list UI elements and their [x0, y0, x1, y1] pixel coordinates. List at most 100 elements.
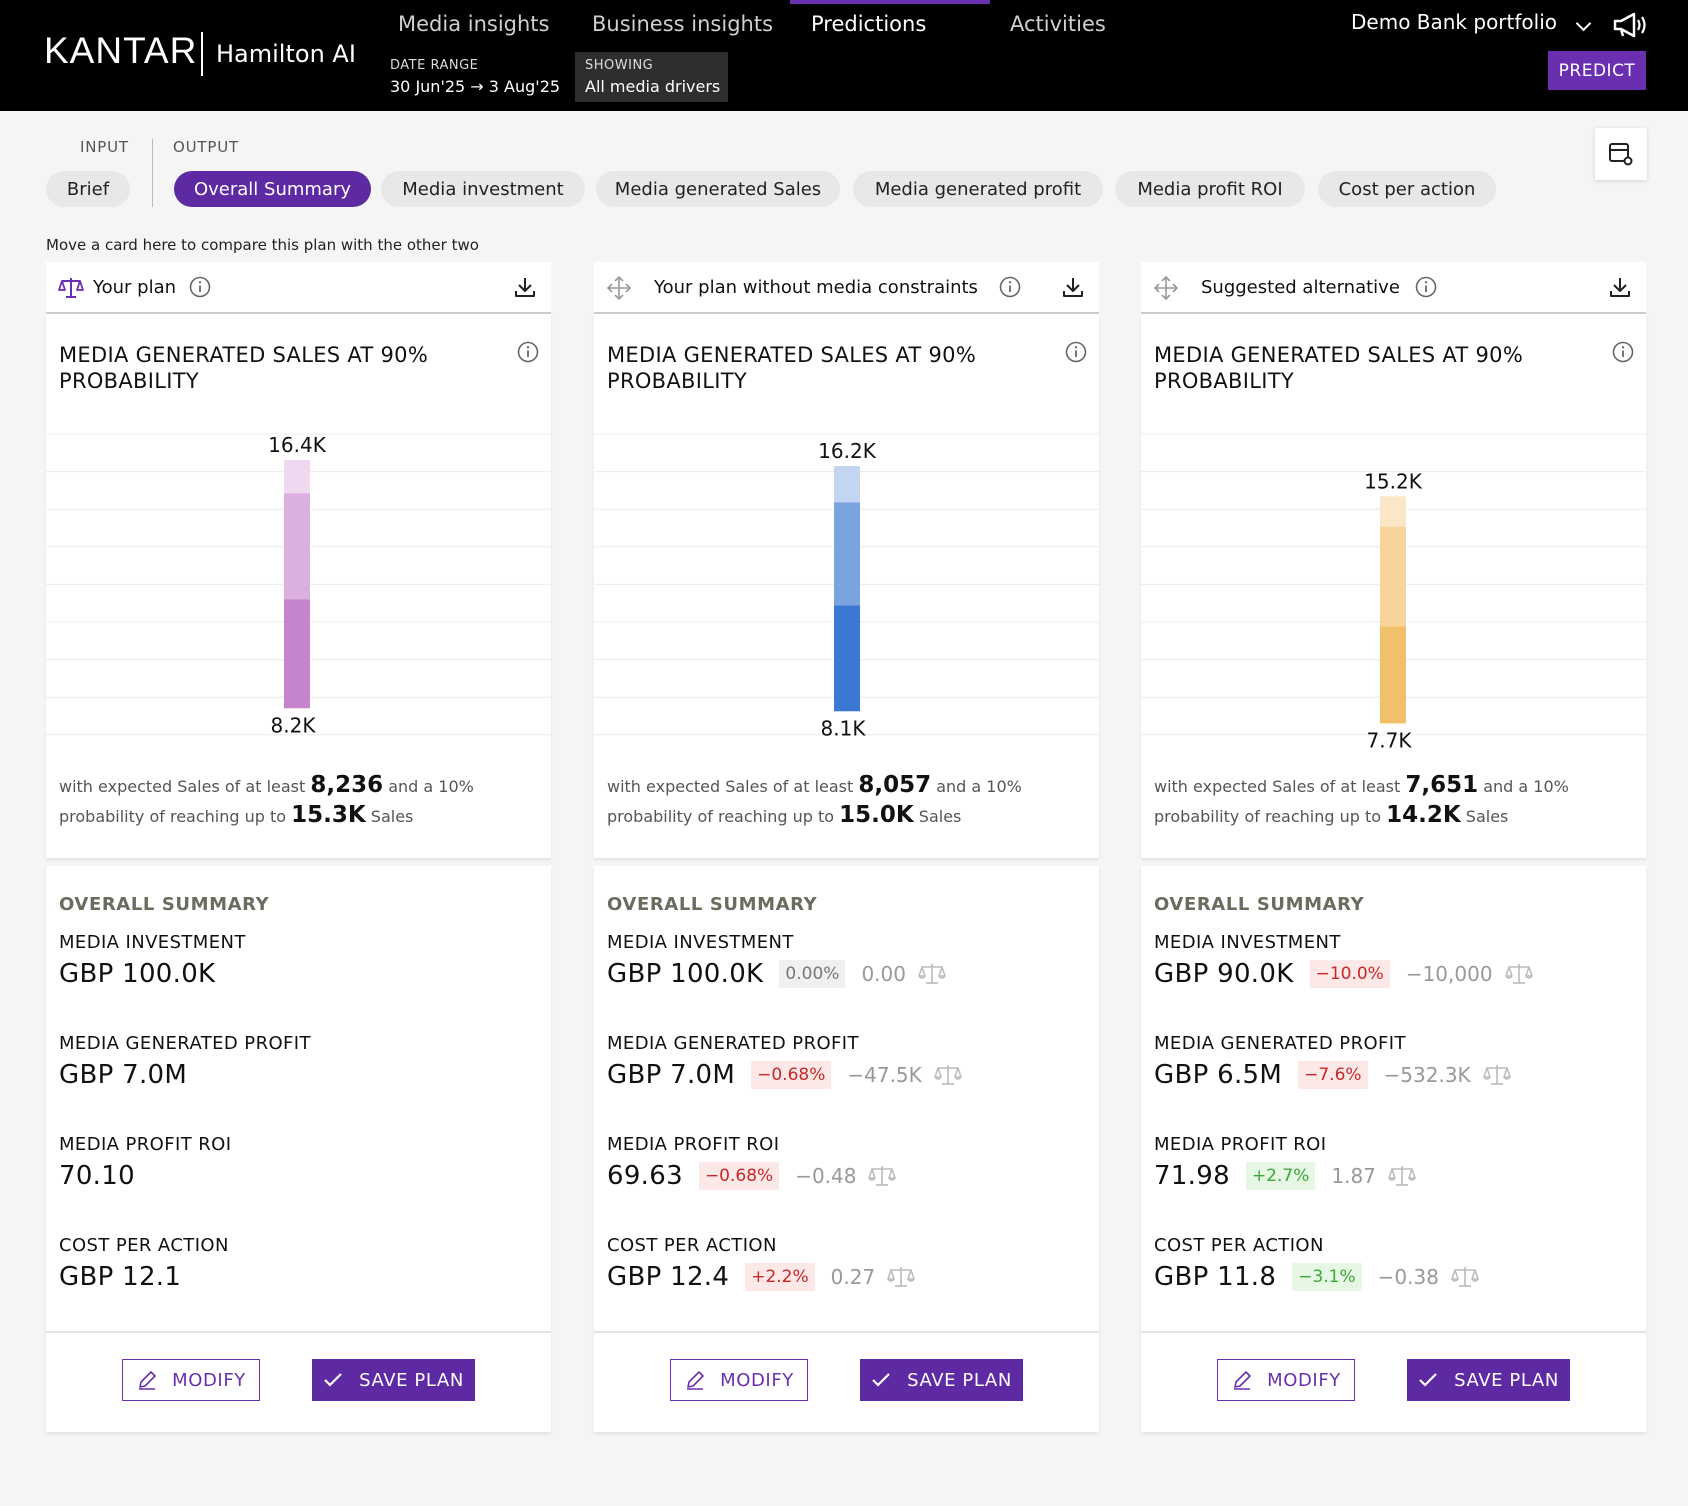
metric-value: 69.63 — [607, 1161, 683, 1191]
tab-media-generated-profit[interactable]: Media generated profit — [853, 171, 1103, 207]
plan-card-header[interactable]: Your plan — [46, 262, 551, 314]
drag-move-icon[interactable] — [1153, 275, 1179, 301]
desc-middle: and a 10% probability of reaching up to — [1154, 777, 1569, 826]
bar-middle-segment — [834, 502, 860, 606]
metric-label: MEDIA PROFIT ROI — [1154, 1134, 1327, 1155]
change-diff: −0.38 — [1377, 1265, 1439, 1289]
change-badge: −0.68% — [698, 1162, 780, 1190]
bar-low-label: 8.1K — [821, 716, 867, 740]
metric-label: MEDIA PROFIT ROI — [607, 1134, 780, 1155]
modify-button[interactable]: MODIFY — [670, 1359, 808, 1401]
nav-media-insights[interactable]: Media insights — [398, 12, 550, 36]
date-range-label: DATE RANGE — [390, 58, 479, 73]
overall-summary-card: OVERALL SUMMARY MEDIA INVESTMENT GBP 100.0… — [594, 866, 1099, 1432]
scale-icon — [918, 964, 946, 984]
sales-description: with expected Sales of at least 7,651 an… — [1154, 771, 1634, 831]
megaphone-icon[interactable] — [1612, 12, 1648, 38]
bar-top-segment — [834, 466, 860, 503]
desc-suffix: Sales — [1460, 807, 1509, 826]
tab-brief[interactable]: Brief — [46, 171, 130, 207]
desc-suffix: Sales — [365, 807, 414, 826]
nav-predictions[interactable]: Predictions — [811, 12, 927, 36]
download-icon[interactable] — [1061, 275, 1085, 299]
desc-min-sales: 7,651 — [1405, 772, 1479, 798]
drag-move-icon[interactable] — [606, 275, 632, 301]
change-badge: +2.2% — [745, 1263, 815, 1291]
metric-label: MEDIA INVESTMENT — [59, 932, 246, 953]
metric-label: MEDIA GENERATED PROFIT — [1154, 1033, 1406, 1054]
metric-value: GBP 6.5M — [1154, 1060, 1283, 1090]
desc-min-sales: 8,236 — [310, 772, 384, 798]
portfolio-selector[interactable]: Demo Bank portfolio — [1351, 10, 1557, 34]
date-range-value[interactable]: 30 Jun'25 → 3 Aug'25 — [390, 77, 561, 96]
save-plan-button[interactable]: SAVE PLAN — [860, 1359, 1023, 1401]
pencil-icon — [1234, 1371, 1251, 1390]
chart-title: MEDIA GENERATED SALES AT 90% PROBABILITY — [1154, 343, 1524, 393]
plan-card-header[interactable]: Suggested alternative — [1141, 262, 1646, 314]
chart-title: MEDIA GENERATED SALES AT 90% PROBABILITY — [59, 343, 429, 393]
chart-info-icon[interactable] — [517, 341, 539, 363]
modify-button[interactable]: MODIFY — [122, 1359, 260, 1401]
save-plan-button[interactable]: SAVE PLAN — [312, 1359, 475, 1401]
save-plan-label: SAVE PLAN — [359, 1369, 464, 1391]
scale-icon — [934, 1065, 962, 1085]
metric-value: 71.98 — [1154, 1161, 1230, 1191]
predict-button[interactable]: PREDICT — [1548, 51, 1646, 90]
metric-value: GBP 12.4 — [607, 1262, 730, 1292]
desc-max-sales: 15.0K — [839, 802, 914, 828]
sales-chart-card: MEDIA GENERATED SALES AT 90% PROBABILITY… — [46, 314, 551, 858]
metric-row: GBP 6.5M −7.6% −532.3K — [1154, 1057, 1511, 1093]
change-badge: −3.1% — [1292, 1263, 1362, 1291]
sales-description: with expected Sales of at least 8,236 an… — [59, 771, 539, 831]
info-icon[interactable] — [999, 276, 1021, 298]
chart-info-icon[interactable] — [1612, 341, 1634, 363]
table-settings-button[interactable] — [1595, 128, 1647, 180]
table-settings-icon — [1609, 143, 1633, 166]
metric-value: GBP 7.0M — [607, 1060, 736, 1090]
download-icon[interactable] — [1608, 275, 1632, 299]
scale-icon — [887, 1267, 915, 1287]
change-diff: 1.87 — [1331, 1164, 1376, 1188]
tab-media-investment[interactable]: Media investment — [381, 171, 585, 207]
bar-high-label: 16.2K — [818, 439, 877, 463]
nav-business-insights[interactable]: Business insights — [592, 12, 774, 36]
download-icon[interactable] — [513, 275, 537, 299]
bar-low-label: 7.7K — [1367, 728, 1413, 752]
footer-divider — [594, 1331, 1099, 1333]
info-icon[interactable] — [1415, 276, 1437, 298]
desc-middle: and a 10% probability of reaching up to — [607, 777, 1022, 826]
nav-activities[interactable]: Activities — [1010, 12, 1106, 36]
plan-card-header[interactable]: Your plan without media constraints — [594, 262, 1099, 314]
tab-overall-summary[interactable]: Overall Summary — [174, 171, 371, 207]
sales-range-chart: 15.2K 7.7K — [1141, 433, 1646, 752]
bar-top-segment — [1380, 496, 1406, 527]
pencil-icon — [687, 1371, 704, 1390]
metric-row: GBP 11.8 −3.1% −0.38 — [1154, 1259, 1479, 1295]
plan-card-title: Your plan without media constraints — [654, 277, 978, 298]
chart-info-icon[interactable] — [1065, 341, 1087, 363]
desc-max-sales: 14.2K — [1386, 802, 1461, 828]
summary-title: OVERALL SUMMARY — [607, 894, 818, 915]
change-badge: −0.68% — [751, 1061, 832, 1089]
metric-row: GBP 90.0K −10.0% −10,000 — [1154, 956, 1533, 992]
showing-selector[interactable]: SHOWING All media drivers — [575, 52, 728, 102]
desc-middle: and a 10% probability of reaching up to — [59, 777, 474, 826]
change-badge: −7.6% — [1298, 1061, 1368, 1089]
overall-summary-card: OVERALL SUMMARY MEDIA INVESTMENT GBP 100.0… — [46, 866, 551, 1432]
save-plan-label: SAVE PLAN — [1454, 1369, 1559, 1391]
chevron-down-icon[interactable] — [1575, 15, 1592, 32]
check-icon — [872, 1373, 890, 1387]
tab-cost-per-action[interactable]: Cost per action — [1318, 171, 1496, 207]
product-name: Hamilton AI — [216, 40, 356, 68]
tab-media-profit-roi[interactable]: Media profit ROI — [1115, 171, 1305, 207]
save-plan-button[interactable]: SAVE PLAN — [1407, 1359, 1570, 1401]
tab-media-generated-sales[interactable]: Media generated Sales — [596, 171, 840, 207]
modify-button[interactable]: MODIFY — [1217, 1359, 1355, 1401]
info-icon[interactable] — [189, 276, 211, 298]
metric-value: GBP 100.0K — [59, 959, 216, 989]
showing-label: SHOWING — [585, 58, 654, 73]
scale-icon — [1451, 1267, 1479, 1287]
metric-value: GBP 100.0K — [607, 959, 764, 989]
metric-row: GBP 100.0K 0.00% 0.00 — [607, 956, 946, 992]
sales-description: with expected Sales of at least 8,057 an… — [607, 771, 1087, 831]
